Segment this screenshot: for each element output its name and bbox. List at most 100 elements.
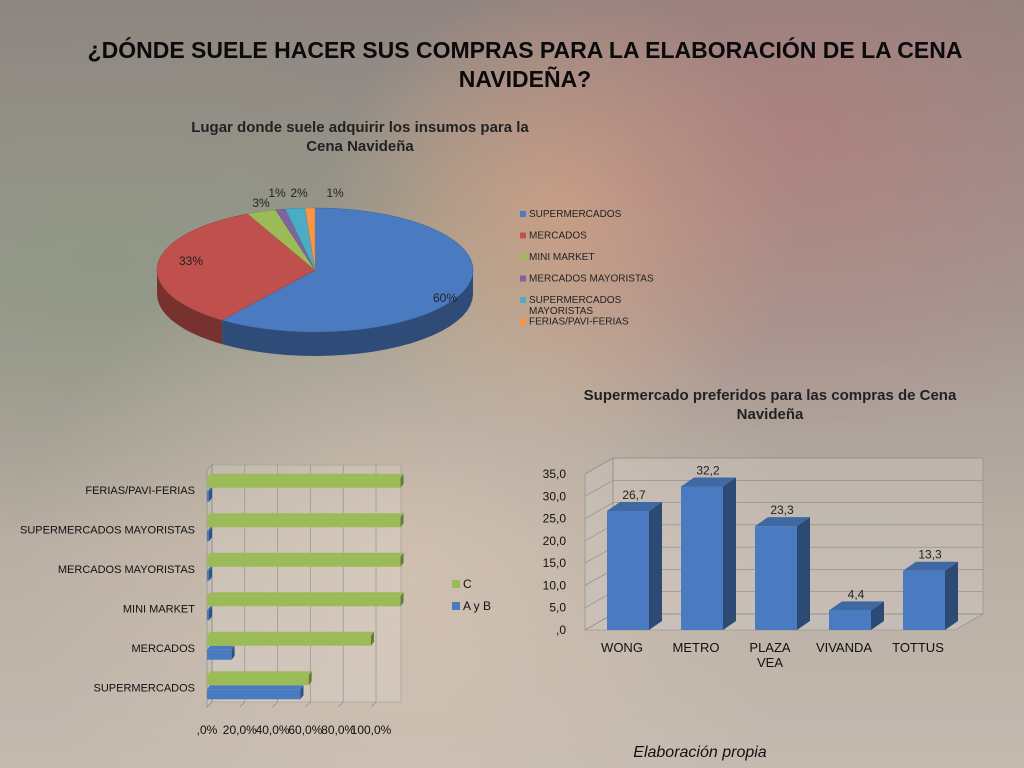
vbar-data-label-metro: 32,2 (696, 463, 720, 477)
vbar-data-label-wong: 26,7 (622, 488, 646, 502)
hbar-y-tick-label: MERCADOS (131, 643, 195, 655)
hbar-x-tick-label: ,0% (197, 723, 218, 737)
pie-label-supermercados: 60% (433, 291, 457, 305)
pie-label-mini-market: 3% (252, 196, 270, 210)
bar-chart-title: Supermercado preferidos para las compras… (583, 387, 957, 423)
hbar-y-tick-label: SUPERMERCADOS MAYORISTAS (20, 524, 195, 536)
vbar-bar-vivanda (829, 610, 871, 630)
vbar-x-tick-label-metro: METRO (673, 640, 720, 655)
pie-legend-label-ferias-pavi-ferias: FERIAS/PAVI-FERIAS (529, 317, 629, 328)
footer-credit: Elaboración propia (633, 744, 767, 761)
hbar-legend-swatch-c (452, 580, 460, 588)
hbar-bar-end-a-y-b (300, 685, 304, 700)
vbar-bar-top-vivanda (829, 601, 884, 611)
hbar-bar-end-c (371, 631, 374, 646)
vbar-x-tick-label-plaza-vea: PLAZA VEA (749, 640, 791, 670)
hbar-gridline-floor (239, 701, 246, 708)
vbar-bar-side-vivanda (871, 601, 884, 630)
vbar-data-label-vivanda: 4,4 (848, 587, 865, 601)
hbar-bar-end-a-y-b (209, 606, 212, 621)
hbar-bar-c-mercados-mayoristas (207, 556, 401, 567)
hbar-bar-c-mini-market (207, 596, 401, 607)
vbar-gridline-side (584, 457, 614, 475)
vbar-bar-side-tottus (945, 561, 958, 630)
vbar-bar-top-wong (607, 501, 662, 511)
vbar-x-tick-label-wong: WONG (601, 640, 643, 655)
vbar-y-tick-label: ,0 (556, 623, 566, 637)
pie-slice-ferias-pavi-ferias (304, 207, 316, 271)
vbar-bar-wong (607, 510, 649, 630)
pie-legend-swatch-supermercados-mayoristas (520, 297, 526, 303)
hbar-bar-end-c (308, 671, 312, 686)
hbar-bar-top-a-y-b (207, 566, 212, 571)
hbar-x-tick-label: 100,0% (351, 723, 392, 737)
hbar-y-tick-label: SUPERMERCADOS (94, 682, 195, 694)
hbar-gridline-floor (337, 701, 344, 708)
pie-legend-swatch-mercados (520, 232, 526, 239)
slide-title: ¿DÓNDE SUELE HACER SUS COMPRAS PARA LA E… (87, 37, 963, 92)
pie-legend-label-supermercados: SUPERMERCADOS (529, 209, 622, 220)
pie-label-mercados: 33% (179, 254, 203, 268)
hbar-legend-label-a-y-b: A y B (463, 599, 491, 613)
hbar-legend-label-c: C (463, 577, 472, 591)
vbar-x-tick-label-tottus: TOTTUS (892, 640, 944, 655)
vbar-bar-top-tottus (903, 561, 958, 571)
hbar-gridline-floor (305, 701, 311, 708)
hbar-y-tick-label: FERIAS/PAVI-FERIAS (85, 485, 195, 497)
hbar-bar-end-c (400, 592, 404, 607)
vbar-data-label-plaza-vea: 23,3 (770, 503, 794, 517)
vbar-bar-metro (681, 486, 723, 630)
vbar-bar-plaza-vea (755, 526, 797, 630)
vbar-gridline-side (584, 480, 614, 497)
hbar-bar-end-a-y-b (209, 487, 212, 502)
hbar-gridline-floor (272, 701, 278, 708)
hbar-bar-top-c (207, 552, 404, 557)
hbar-y-tick-label: MERCADOS MAYORISTAS (58, 564, 195, 576)
hbar-bar-a-y-b-mercados (207, 649, 232, 660)
hbar-gridline-floor (206, 701, 213, 708)
hbar-x-tick-label: 60,0% (288, 723, 322, 737)
hbar-bar-end-a-y-b (209, 527, 212, 542)
vbar-y-tick-label: 25,0 (543, 512, 567, 526)
hbar-bar-end-c (400, 552, 404, 567)
hbar-bar-a-y-b-supermercados-mayoristas (207, 531, 209, 542)
hbar-bar-top-a-y-b (207, 606, 212, 611)
hbar-bar-end-c (400, 513, 404, 528)
hbar-bar-a-y-b-ferias-pavi-ferias (207, 491, 209, 502)
pie-legend-swatch-mercados-mayoristas (520, 275, 526, 282)
vbar-x-tick-label-vivanda: VIVANDA (816, 640, 872, 655)
pie-legend-swatch-supermercados (520, 211, 526, 217)
vbar-data-label-tottus: 13,3 (918, 548, 942, 562)
hbar-bar-c-ferias-pavi-ferias (207, 477, 401, 488)
hbar-bar-c-supermercados (207, 675, 309, 686)
vbar-gridline-side (584, 502, 614, 519)
vbar-y-tick-label: 20,0 (543, 534, 567, 548)
hbar-bar-a-y-b-mini-market (207, 610, 209, 621)
hbar-bar-top-a-y-b (207, 527, 212, 532)
pie-chart-title: Lugar donde suele adquirir los insumos p… (191, 119, 529, 155)
pie-side-mercados (157, 270, 223, 345)
hbar-bar-top-c (207, 513, 404, 518)
hbar-bar-top-c (207, 631, 374, 636)
hbar-bar-c-supermercados-mayoristas (207, 517, 401, 528)
vbar-bar-side-metro (723, 477, 736, 630)
hbar-bar-end-a-y-b (209, 566, 212, 581)
vbar-y-tick-label: 30,0 (543, 489, 567, 503)
pie-slice-supermercados (221, 207, 474, 333)
hbar-x-tick-label: 80,0% (321, 723, 355, 737)
hbar-bar-end-c (400, 473, 404, 488)
pie-legend-label-mercados-mayoristas: MERCADOS MAYORISTAS (529, 274, 654, 285)
hbar-bar-top-a-y-b (207, 645, 235, 650)
vbar-bar-side-wong (649, 501, 662, 630)
pie-legend-label-mini-market: MINI MARKET (529, 252, 595, 263)
vbar-bar-top-metro (681, 477, 736, 487)
vbar-bar-side-plaza-vea (797, 517, 810, 630)
hbar-bar-c-mercados (207, 635, 371, 646)
pie-label-mercados-mayoristas: 1% (268, 186, 286, 200)
hbar-bar-top-a-y-b (207, 487, 212, 492)
vbar-y-tick-label: 5,0 (549, 601, 566, 615)
